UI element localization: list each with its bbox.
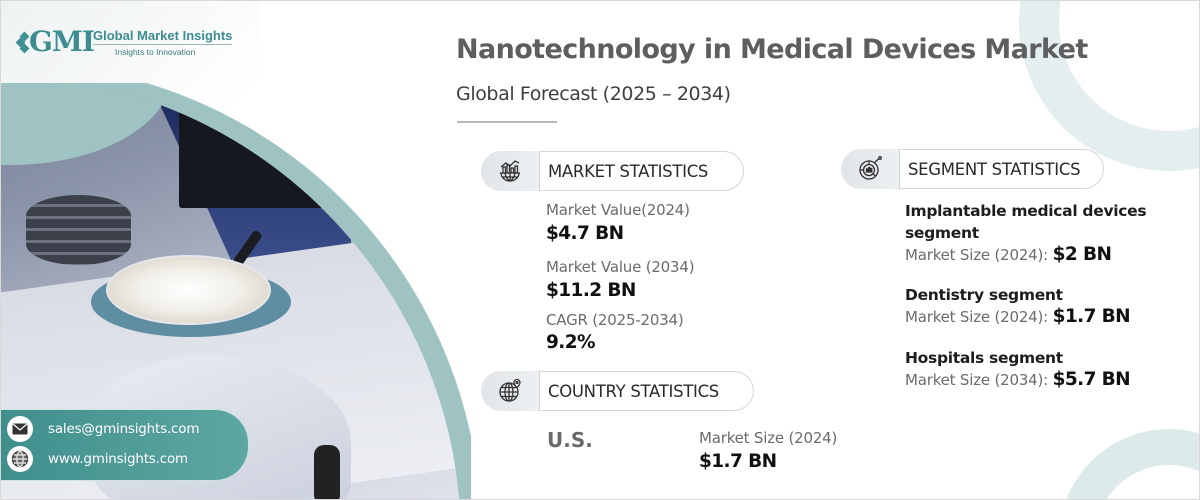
contact-box: sales@gminsights.com www.gminsights.com xyxy=(1,409,249,481)
market-value-2034: $11.2 BN xyxy=(546,280,636,301)
segment-implantable-size: Market Size (2024): $2 BN xyxy=(905,244,1112,265)
globe-icon xyxy=(7,446,33,472)
market-statistics-header: MARKET STATISTICS xyxy=(481,151,744,191)
country-name: U.S. xyxy=(547,428,593,452)
segment-dentistry-size-value: $1.7 BN xyxy=(1052,306,1131,327)
decorative-arc-bottom-right xyxy=(1059,429,1199,499)
instrument-knob xyxy=(314,445,340,499)
page-subtitle: Global Forecast (2025 – 2034) xyxy=(456,83,731,105)
market-statistics-title: MARKET STATISTICS xyxy=(539,151,744,191)
decorative-arc-top-right xyxy=(1019,1,1199,171)
petri-dish xyxy=(106,255,271,325)
segment-implantable-name: Implantable medical devices xyxy=(905,202,1147,220)
chart-globe-icon xyxy=(481,151,539,191)
country-statistics-title: COUNTRY STATISTICS xyxy=(539,371,754,411)
globe-pin-icon xyxy=(481,371,539,411)
cagr-value: 9.2% xyxy=(546,332,596,353)
segment-implantable-name-cont: segment xyxy=(905,224,979,242)
donut-chart-icon xyxy=(841,149,899,189)
teal-cap xyxy=(1,83,171,165)
segment-hospitals-size: Market Size (2034): $5.7 BN xyxy=(905,369,1131,390)
segment-dentistry-size-label: Market Size (2024): xyxy=(905,308,1053,326)
page-title: Nanotechnology in Medical Devices Market xyxy=(456,34,1088,65)
instrument-head xyxy=(179,83,329,208)
segment-hospitals-name: Hospitals segment xyxy=(905,349,1063,367)
segment-statistics-header: SEGMENT STATISTICS xyxy=(841,149,1104,189)
cagr-label: CAGR (2025-2034) xyxy=(546,311,684,329)
segment-dentistry-name: Dentistry segment xyxy=(905,286,1063,304)
logo-letters: GMI xyxy=(29,25,95,58)
segment-implantable-size-value: $2 BN xyxy=(1052,244,1112,265)
market-value-2034-label: Market Value (2034) xyxy=(546,258,695,276)
segment-hospitals-size-value: $5.7 BN xyxy=(1052,369,1131,390)
email-link[interactable]: sales@gminsights.com xyxy=(48,421,200,437)
country-statistics-header: COUNTRY STATISTICS xyxy=(481,371,754,411)
logo-text: Global Market Insights Insights to Innov… xyxy=(93,27,233,57)
title-divider xyxy=(457,121,557,123)
market-value-2024-label: Market Value(2024) xyxy=(546,201,690,219)
gmi-logo[interactable]: GMI Global Market Insights Insights to I… xyxy=(15,25,233,58)
segment-implantable-size-label: Market Size (2024): xyxy=(905,246,1053,264)
segment-statistics-title: SEGMENT STATISTICS xyxy=(899,149,1104,189)
envelope-icon xyxy=(7,416,33,442)
brand-name: Global Market Insights xyxy=(93,27,233,45)
segment-dentistry-size: Market Size (2024): $1.7 BN xyxy=(905,306,1131,327)
segment-hospitals-size-label: Market Size (2034): xyxy=(905,371,1053,389)
brand-tagline: Insights to Innovation xyxy=(115,46,196,57)
contact-email[interactable]: sales@gminsights.com xyxy=(7,414,248,444)
market-value-2024: $4.7 BN xyxy=(546,223,624,244)
website-link[interactable]: www.gminsights.com xyxy=(48,451,188,467)
logo-mark: GMI xyxy=(15,25,95,58)
country-market-size-value: $1.7 BN xyxy=(699,451,777,472)
country-market-size-label: Market Size (2024) xyxy=(699,429,838,447)
petri-dish-stack xyxy=(26,195,131,265)
contact-website[interactable]: www.gminsights.com xyxy=(7,444,248,474)
